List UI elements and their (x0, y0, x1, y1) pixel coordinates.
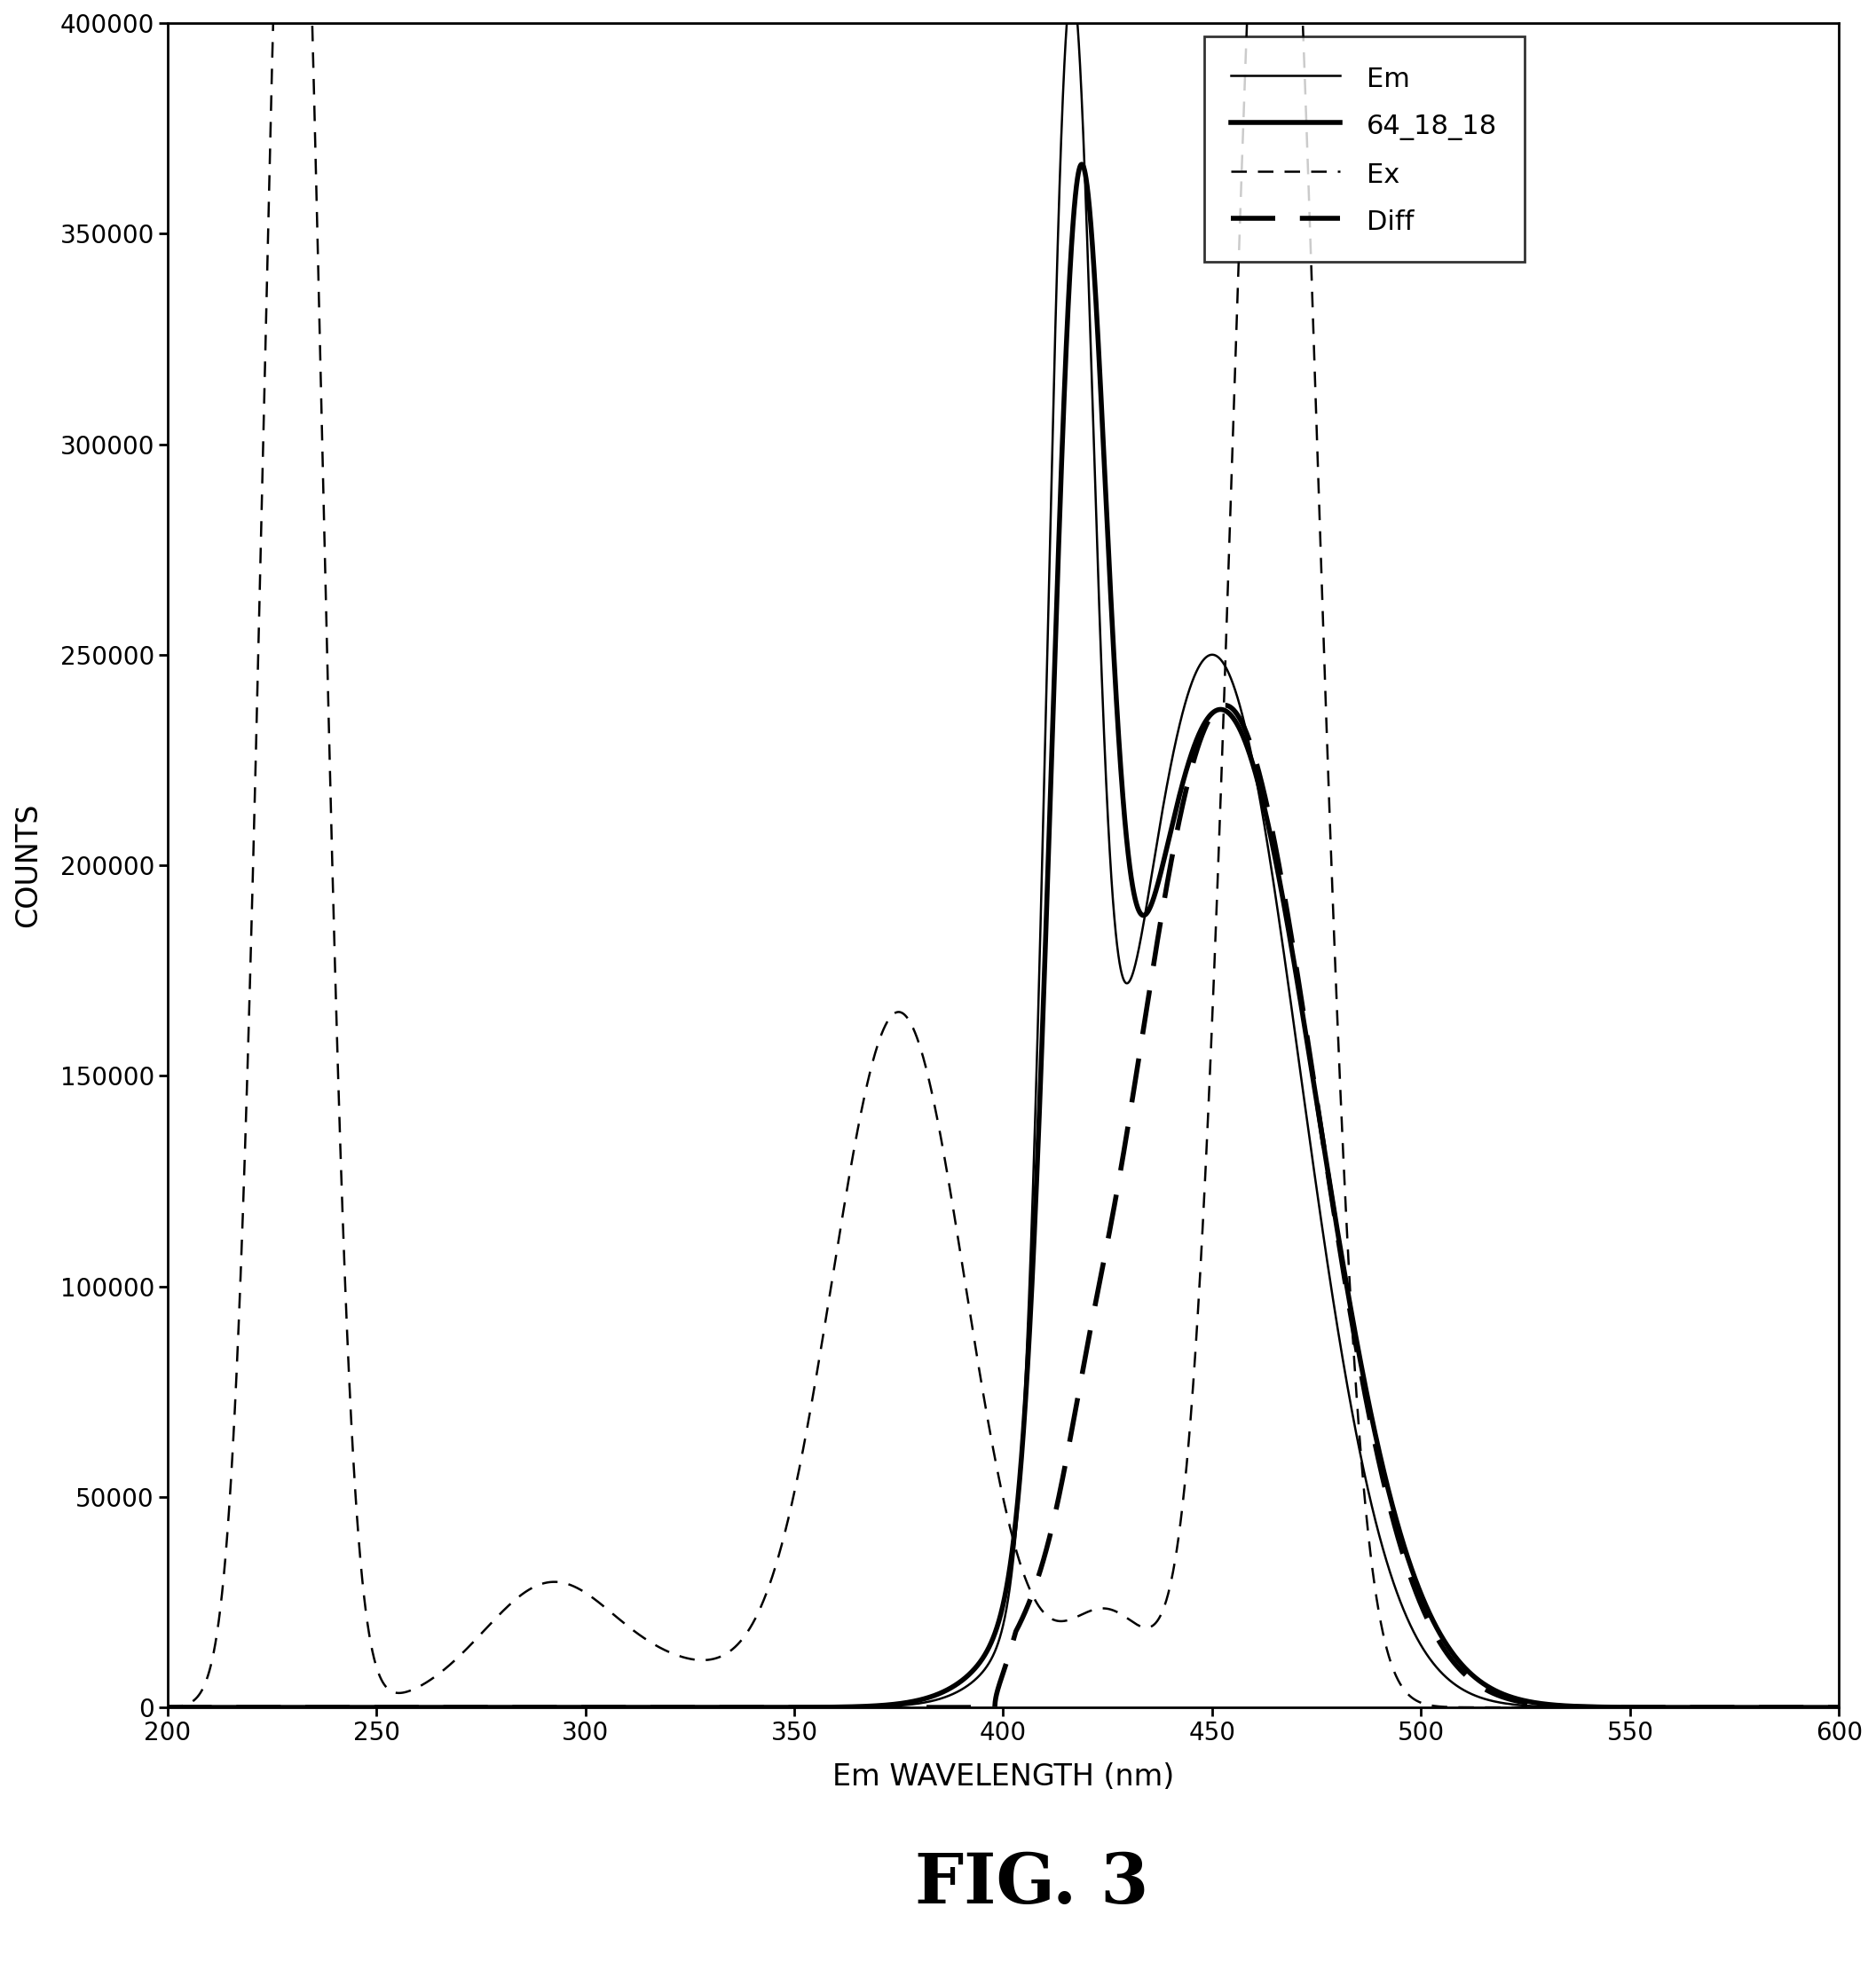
64_18_18 (1218, 702, 1240, 726)
Diff (1214, 693, 1236, 716)
Diff (1218, 695, 1240, 718)
Diff (1486, 1683, 1508, 1707)
Em (1218, 663, 1240, 687)
64_18_18 (1827, 1695, 1850, 1719)
Ex (1146, 1611, 1169, 1634)
Line: Diff: Diff (167, 704, 1838, 1707)
Em (1827, 1695, 1850, 1719)
X-axis label: Em WAVELENGTH (nm): Em WAVELENGTH (nm) (833, 1762, 1174, 1791)
Ex (1396, 1681, 1418, 1705)
Diff (156, 1695, 178, 1719)
Diff (240, 1695, 263, 1719)
Ex (240, 920, 263, 944)
64_18_18 (156, 1695, 178, 1719)
Em (1486, 1689, 1508, 1713)
64_18_18 (1146, 877, 1169, 901)
Diff (1827, 1695, 1850, 1719)
64_18_18 (1396, 1544, 1418, 1568)
Ex (1218, 522, 1240, 545)
Legend: Em, 64_18_18, Ex, Diff: Em, 64_18_18, Ex, Diff (1204, 37, 1525, 263)
Em (156, 1695, 178, 1719)
Text: FIG. 3: FIG. 3 (915, 1850, 1148, 1917)
Diff (762, 1695, 784, 1719)
64_18_18 (762, 1695, 784, 1719)
64_18_18 (1071, 153, 1094, 177)
64_18_18 (1486, 1679, 1508, 1703)
Em (240, 1695, 263, 1719)
Ex (762, 1564, 784, 1587)
Line: Ex: Ex (167, 0, 1838, 1707)
Line: Em: Em (167, 0, 1838, 1707)
Diff (1144, 934, 1167, 957)
Line: 64_18_18: 64_18_18 (167, 165, 1838, 1707)
Diff (1396, 1554, 1418, 1577)
Em (1146, 832, 1169, 855)
Em (1396, 1605, 1418, 1628)
Y-axis label: COUNTS: COUNTS (13, 802, 43, 928)
Ex (156, 1695, 178, 1719)
Ex (1827, 1695, 1850, 1719)
Em (762, 1695, 784, 1719)
64_18_18 (240, 1695, 263, 1719)
Ex (1486, 1695, 1508, 1719)
